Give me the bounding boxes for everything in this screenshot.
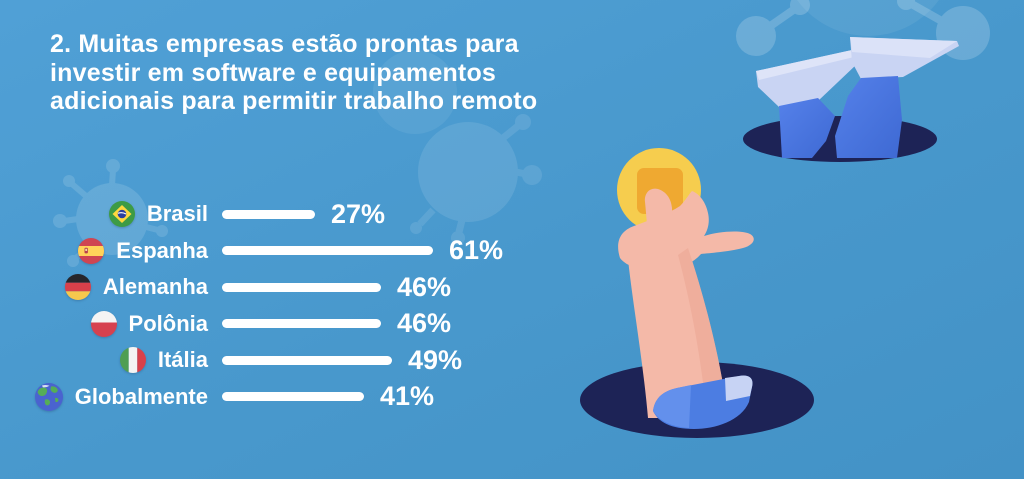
- row-label-group: Itália: [0, 347, 208, 374]
- value-label: 27%: [331, 198, 386, 229]
- row-label-group: Polônia: [0, 310, 208, 337]
- country-label: Alemanha: [102, 274, 208, 300]
- forearm-shade: [678, 248, 728, 418]
- spain-flag-icon: [78, 237, 105, 264]
- value-bar: [222, 246, 433, 256]
- title-line: investir em software e equipamentos: [50, 58, 497, 87]
- row-label-group: Brasil: [0, 201, 208, 228]
- italy-flag-icon: [119, 347, 146, 374]
- row-label-group: Alemanha: [0, 274, 208, 301]
- country-label: Brasil: [146, 201, 208, 227]
- country-label: Itália: [157, 347, 208, 373]
- chart-title: 2. Muitas empresas estão prontas para in…: [50, 30, 650, 116]
- hole: [580, 362, 814, 438]
- chart-row-globalmente: Globalmente 41%: [0, 379, 560, 416]
- hand-palm-and-fingers: [618, 191, 754, 270]
- hand-holding-coin-illustration: [580, 148, 814, 438]
- right-leg-thigh: [835, 76, 902, 158]
- title-line: 2. Muitas empresas estão prontas para: [50, 30, 519, 58]
- chart-row-alemanha: Alemanha 46%: [0, 269, 560, 306]
- chart-row-italia: Itália 49%: [0, 342, 560, 379]
- left-leg-shin-highlight: [756, 50, 854, 80]
- value-bar: [222, 355, 392, 365]
- value-bar: [222, 209, 315, 219]
- right-leg-shin-highlight: [850, 37, 957, 58]
- value-label: 41%: [380, 381, 435, 412]
- globe-icon: [34, 382, 63, 411]
- value-label: 49%: [408, 344, 463, 375]
- germany-flag-icon: [64, 274, 91, 301]
- left-leg-thigh: [779, 98, 835, 158]
- value-bar: [222, 319, 381, 329]
- row-label-group: Espanha: [0, 237, 208, 264]
- value-label: 46%: [397, 308, 452, 339]
- row-label-group: Globalmente: [0, 382, 208, 411]
- forearm: [627, 248, 728, 418]
- molecule-icon: [736, 0, 990, 60]
- legs-diving-into-hole-illustration: [743, 37, 959, 162]
- thumb: [644, 188, 673, 254]
- value-bar: [222, 282, 381, 292]
- chart-row-polonia: Polônia 46%: [0, 306, 560, 343]
- left-leg-shin: [756, 50, 857, 107]
- sleeve-cuff: [653, 375, 753, 429]
- faint-circle-decoration: [797, 0, 939, 36]
- country-label: Polônia: [128, 310, 208, 336]
- brazil-flag-icon: [108, 201, 135, 228]
- title-line: adicionais para permitir trabalho remoto: [50, 87, 538, 115]
- poland-flag-icon: [90, 310, 117, 337]
- coin-inner-square: [637, 168, 683, 214]
- bar-chart: Brasil 27% Espa: [0, 196, 560, 415]
- hole: [743, 116, 937, 162]
- value-bar: [222, 392, 364, 402]
- coin-icon: [617, 148, 701, 232]
- country-label: Espanha: [116, 237, 208, 263]
- country-label: Globalmente: [74, 383, 208, 409]
- sleeve-cuff-highlight: [653, 385, 691, 428]
- sleeve-cuff-flap: [725, 375, 753, 401]
- chart-row-espanha: Espanha 61%: [0, 233, 560, 270]
- value-label: 61%: [449, 235, 504, 266]
- right-leg-shin: [850, 37, 959, 79]
- chart-row-brasil: Brasil 27%: [0, 196, 560, 233]
- value-label: 46%: [397, 271, 452, 302]
